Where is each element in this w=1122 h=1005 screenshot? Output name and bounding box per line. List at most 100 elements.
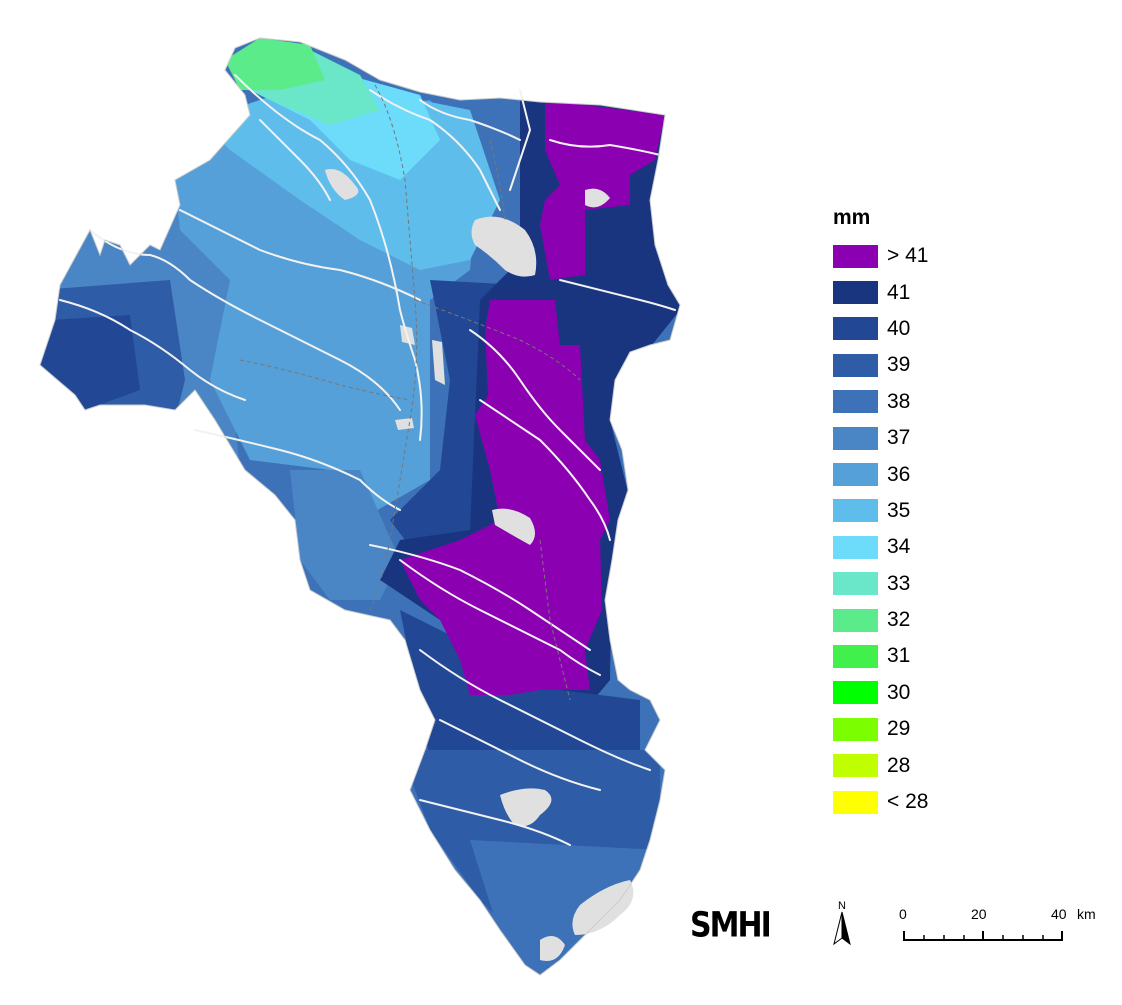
legend-rows: > 41 41 40 39 38 37 36 35 34 33 32 31 30 29 28 < 28 [833, 238, 928, 820]
legend-item: 31 [833, 638, 928, 674]
legend-label: > 41 [887, 244, 929, 268]
legend-swatch [833, 644, 878, 668]
legend-swatch [833, 353, 878, 377]
lake [492, 508, 535, 545]
rivers [59, 74, 676, 846]
lake [471, 216, 537, 277]
river [419, 799, 571, 846]
legend-swatch [833, 681, 878, 705]
legend-item: 32 [833, 602, 928, 638]
scale-unit: km [1077, 906, 1096, 922]
north-arrow-shape [833, 911, 851, 946]
legend-swatch [833, 281, 878, 305]
admin-border [369, 84, 418, 611]
admin-border [414, 299, 581, 381]
legend-swatch [833, 790, 878, 814]
lake [572, 880, 634, 935]
legend-label: 41 [887, 280, 911, 304]
legend-item: 38 [833, 384, 928, 420]
river [369, 544, 591, 651]
lake [500, 788, 552, 827]
legend-item: > 41 [833, 238, 928, 274]
legend-swatch [833, 244, 878, 268]
river [419, 649, 651, 771]
scale-bar: 0 20 40 km [895, 906, 1110, 946]
smhi-logo: SMHI [690, 905, 772, 946]
legend-swatch [833, 426, 878, 450]
river [59, 299, 246, 401]
legend-swatch [833, 499, 878, 523]
legend-label: 30 [887, 680, 911, 704]
legend-swatch [833, 572, 878, 596]
river [419, 99, 521, 141]
legend-swatch [833, 317, 878, 341]
legend-label: 31 [887, 644, 911, 668]
scale-ruler [903, 931, 1063, 941]
legend-item: 34 [833, 529, 928, 565]
legend-label: 35 [887, 498, 911, 522]
scale-label-40: 40 [1051, 906, 1067, 922]
river [234, 74, 423, 441]
north-arrow-icon: N [830, 900, 854, 950]
legend-label: 36 [887, 462, 911, 486]
legend-item: 39 [833, 347, 928, 383]
admin-border [489, 139, 506, 221]
legend-item: 30 [833, 675, 928, 711]
river [259, 119, 331, 201]
lake [585, 188, 610, 208]
precip-zone [400, 300, 610, 695]
river [559, 279, 676, 311]
legend-item: 28 [833, 747, 928, 783]
region-outline [39, 37, 681, 976]
precip-zone [225, 38, 325, 90]
river [399, 559, 601, 676]
legend-item: 36 [833, 456, 928, 492]
lake [325, 169, 359, 200]
lake [432, 340, 445, 385]
legend-label: 32 [887, 608, 911, 632]
legend-swatch [833, 390, 878, 414]
river [549, 139, 661, 156]
river [369, 89, 501, 211]
scale-label-0: 0 [899, 906, 907, 922]
legend-item: 40 [833, 311, 928, 347]
river [179, 209, 421, 301]
north-letter: N [838, 900, 846, 912]
river [469, 329, 601, 471]
river [479, 399, 611, 541]
legend-item: 37 [833, 420, 928, 456]
legend-swatch [833, 608, 878, 632]
precip-zone [470, 840, 660, 975]
legend-item: 33 [833, 566, 928, 602]
legend: mm > 41 41 40 39 38 37 36 35 34 33 32 31 30 29 28 < 28 [833, 206, 928, 820]
scale-label-20: 20 [971, 906, 987, 922]
river [194, 429, 401, 511]
legend-item: 29 [833, 711, 928, 747]
admin-borders [239, 84, 581, 701]
precip-zone [290, 470, 400, 600]
river [509, 89, 531, 191]
legend-swatch [833, 535, 878, 559]
legend-label: 39 [887, 353, 911, 377]
legend-label: 38 [887, 389, 911, 413]
legend-swatch [833, 754, 878, 778]
legend-title: mm [833, 206, 871, 229]
lakes [325, 169, 634, 961]
lake [540, 936, 565, 961]
legend-swatch [833, 717, 878, 741]
legend-label: 34 [887, 535, 911, 559]
legend-label: 33 [887, 571, 911, 595]
legend-label: < 28 [887, 790, 929, 814]
legend-item: 35 [833, 493, 928, 529]
legend-label: 28 [887, 753, 911, 777]
river [439, 719, 601, 791]
lake [395, 418, 414, 430]
river [89, 229, 401, 411]
admin-border [539, 539, 571, 701]
legend-item: < 28 [833, 784, 928, 820]
legend-label: 40 [887, 316, 911, 340]
legend-item: 41 [833, 274, 928, 310]
legend-label: 29 [887, 717, 911, 741]
